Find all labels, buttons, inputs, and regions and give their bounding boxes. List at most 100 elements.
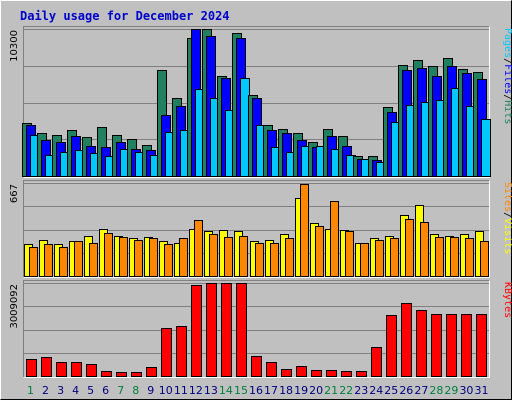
bar-sites-day-20 <box>315 226 324 277</box>
bar-sites-day-15 <box>239 236 248 277</box>
panel-hits-files-pages: 10300 Pages/Files/Hits <box>9 26 512 178</box>
x-tick-label: 23 <box>354 384 368 397</box>
bar-sites-day-9 <box>149 238 158 277</box>
bar-pages-day-31 <box>481 119 491 177</box>
panel-border-bottom <box>23 26 490 178</box>
x-tick-label: 10 <box>159 384 173 397</box>
x-tick-label: 6 <box>102 384 109 397</box>
bar-sites-day-21 <box>330 201 339 277</box>
bar-kbytes-day-15 <box>236 283 247 377</box>
x-tick-label: 9 <box>147 384 154 397</box>
bar-kbytes-day-7 <box>116 372 127 377</box>
bar-kbytes-day-20 <box>311 370 322 377</box>
y-max-label: 3009092 <box>9 284 20 329</box>
bar-sites-day-25 <box>390 238 399 277</box>
x-tick-label: 16 <box>249 384 263 397</box>
bar-kbytes-day-5 <box>86 364 97 377</box>
bar-kbytes-day-19 <box>296 366 307 377</box>
bar-sites-day-29 <box>450 237 459 277</box>
x-tick-label: 24 <box>369 384 383 397</box>
bar-sites-day-22 <box>345 231 354 277</box>
chart-title: Daily usage for December 2024 <box>20 9 230 23</box>
bar-sites-day-13 <box>209 234 218 277</box>
x-tick-label: 7 <box>117 384 124 397</box>
legend-entry: Files <box>502 64 512 94</box>
x-tick-label: 8 <box>132 384 139 397</box>
x-tick-label: 31 <box>474 384 488 397</box>
bar-kbytes-day-28 <box>431 314 442 377</box>
panel-border-bottom <box>23 280 490 378</box>
x-tick-label: 14 <box>219 384 233 397</box>
bar-sites-day-14 <box>224 237 233 277</box>
bar-kbytes-day-14 <box>221 283 232 377</box>
y-max-label: 10300 <box>9 30 20 62</box>
x-tick-label: 28 <box>429 384 443 397</box>
x-tick-label: 2 <box>42 384 49 397</box>
legend-entry: / <box>502 94 512 100</box>
x-tick-label: 13 <box>204 384 218 397</box>
legend-visits-sites: Sites/Visits <box>502 182 512 254</box>
panel-border-top <box>23 280 490 378</box>
bar-sites-day-30 <box>465 238 474 277</box>
bar-kbytes-day-23 <box>356 371 367 377</box>
bar-sites-day-7 <box>119 237 128 277</box>
bar-sites-day-5 <box>89 243 98 277</box>
bar-kbytes-day-13 <box>206 283 217 377</box>
x-axis-labels: 1 2 3 4 5 6 7 8 9 10 11 12 13 14 15 16 17 18 19 20 21 22 23 24 2… <box>27 384 488 397</box>
legend-entry: Sites <box>502 182 512 212</box>
bar-sites-day-24 <box>375 240 384 277</box>
bar-kbytes-day-30 <box>461 314 472 377</box>
x-tick-label: 20 <box>309 384 323 397</box>
legend-hits-files-pages: Pages/Files/Hits <box>502 28 512 124</box>
bar-kbytes-day-11 <box>176 326 187 377</box>
legend-entry: Hits <box>502 100 512 124</box>
bar-sites-day-27 <box>420 222 429 277</box>
bar-kbytes-day-21 <box>326 370 337 377</box>
x-tick-label: 29 <box>444 384 458 397</box>
legend-entry: / <box>502 58 512 64</box>
legend-entry: / <box>502 212 512 218</box>
x-tick-label: 12 <box>189 384 203 397</box>
bar-kbytes-day-18 <box>281 369 292 377</box>
bar-sites-day-6 <box>104 233 113 277</box>
bar-sites-day-26 <box>405 219 414 277</box>
x-tick-label: 18 <box>279 384 293 397</box>
x-tick-label: 11 <box>174 384 188 397</box>
bar-sites-day-17 <box>270 243 279 277</box>
bar-sites-day-12 <box>194 220 203 277</box>
bar-kbytes-day-3 <box>56 362 67 377</box>
x-tick-label: 3 <box>57 384 64 397</box>
bar-kbytes-day-31 <box>476 314 487 377</box>
bar-kbytes-day-4 <box>71 362 82 377</box>
x-tick-label: 19 <box>294 384 308 397</box>
bar-kbytes-day-12 <box>191 285 202 377</box>
x-tick-label: 17 <box>264 384 278 397</box>
legend-entry: KBytes <box>502 282 512 318</box>
bar-sites-day-28 <box>435 237 444 277</box>
y-max-label: 667 <box>9 184 20 203</box>
panel-visits-sites: 667 Sites/Visits <box>9 180 512 278</box>
bar-sites-day-19 <box>300 184 309 277</box>
x-tick-label: 25 <box>384 384 398 397</box>
bar-kbytes-day-17 <box>266 362 277 377</box>
bar-kbytes-day-8 <box>131 372 142 377</box>
bar-sites-day-4 <box>74 241 83 277</box>
x-tick-label: 26 <box>399 384 413 397</box>
bar-kbytes-day-6 <box>101 371 112 377</box>
x-tick-label: 4 <box>72 384 79 397</box>
x-tick-label: 27 <box>414 384 428 397</box>
panel-border-top <box>23 180 490 278</box>
bar-sites-day-10 <box>164 244 173 277</box>
legend-entry: Visits <box>502 218 512 254</box>
bar-kbytes-day-24 <box>371 347 382 377</box>
bar-sites-day-31 <box>480 241 489 277</box>
x-tick-label: 5 <box>87 384 94 397</box>
bar-kbytes-day-22 <box>341 371 352 377</box>
bar-sites-day-1 <box>29 247 38 277</box>
bar-kbytes-day-16 <box>251 356 262 377</box>
bar-kbytes-day-9 <box>146 367 157 377</box>
bar-kbytes-day-10 <box>161 328 172 377</box>
bar-kbytes-day-1 <box>26 359 37 377</box>
legend-kbytes: KBytes <box>502 282 512 318</box>
x-tick-label: 21 <box>324 384 338 397</box>
